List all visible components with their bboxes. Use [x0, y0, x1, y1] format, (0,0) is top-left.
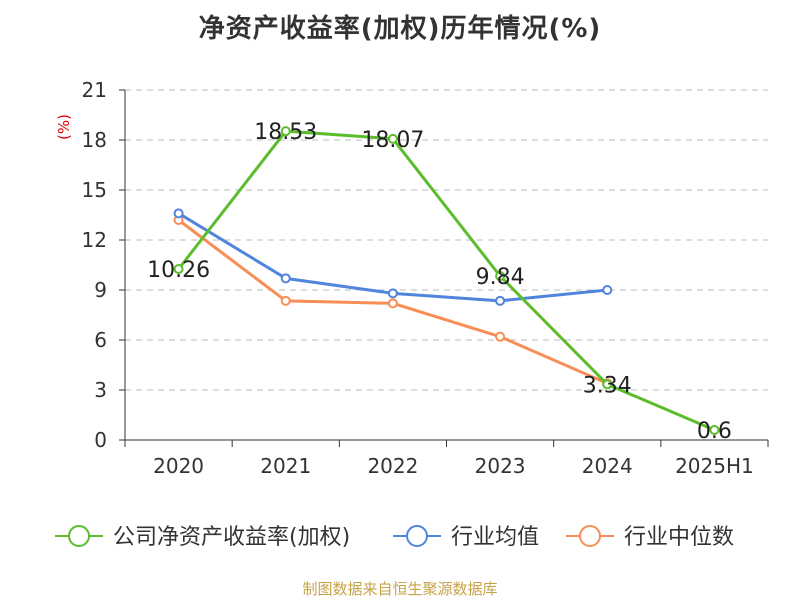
- data-point-avg: [387, 288, 398, 299]
- series-line-avg: [177, 212, 608, 303]
- legend-marker: [68, 525, 90, 547]
- data-source-note: 制图数据来自恒生聚源数据库: [302, 580, 498, 598]
- axes: 0 3 6 9 12 15 18 21 (%) 2020 2021 2022 2023 2024 2025H…: [55, 78, 769, 478]
- data-point-company: [280, 126, 291, 137]
- data-point-avg: [280, 273, 291, 284]
- x-tick-label: 2022: [367, 454, 418, 478]
- data-point-median: [495, 331, 506, 342]
- series-lines: [173, 126, 720, 435]
- legend-label: 行业均值: [451, 525, 539, 550]
- data-point-company: [173, 264, 184, 274]
- x-tick-label: 2023: [475, 454, 526, 478]
- y-tick-label: 0: [94, 428, 107, 452]
- legend-label: 行业中位数: [624, 525, 734, 550]
- legend-item-company[interactable]: 公司净资产收益率(加权): [55, 525, 350, 550]
- legend-item-median[interactable]: 行业中位数: [566, 525, 734, 550]
- data-point-company: [495, 271, 506, 281]
- data-point-avg: [173, 208, 184, 219]
- data-point-median: [387, 298, 398, 309]
- legend-label: 公司净资产收益率(加权): [113, 525, 350, 550]
- legend-marker: [579, 525, 601, 547]
- data-point-company: [387, 133, 398, 144]
- chart-title: 净资产收益率(加权)历年情况(%): [198, 14, 602, 44]
- y-tick-label: 3: [94, 378, 107, 402]
- data-label: 0.6: [697, 419, 732, 444]
- legend[interactable]: 公司净资产收益率(加权) 行业均值 行业中位数: [55, 525, 734, 550]
- y-tick-label: 21: [82, 78, 107, 102]
- y-tick-label: 9: [94, 278, 107, 302]
- data-label: 9.84: [476, 265, 525, 290]
- series-line-company: [177, 129, 716, 432]
- legend-marker: [406, 525, 428, 547]
- data-labels: 10.26 18.53 18.07 9.84 3.34 0.6: [147, 120, 732, 444]
- data-point-median: [280, 295, 291, 306]
- y-axis-label: (%): [55, 114, 73, 140]
- x-tick-label: 2024: [582, 454, 633, 478]
- y-tick-label: 15: [82, 178, 107, 202]
- x-tick-label: 2020: [153, 454, 204, 478]
- data-point-company: [709, 425, 720, 435]
- data-label: 18.53: [254, 120, 317, 145]
- data-label: 18.07: [361, 128, 424, 153]
- x-tick-label: 2021: [260, 454, 311, 478]
- x-tick-label: 2025H1: [675, 454, 754, 478]
- data-point-avg: [602, 285, 613, 295]
- data-point-avg: [495, 295, 506, 306]
- y-tick-label: 6: [94, 328, 107, 352]
- y-tick-label: 12: [82, 228, 107, 252]
- y-tick-label: 18: [82, 128, 107, 152]
- gridlines: [125, 89, 768, 391]
- data-label: 3.34: [583, 373, 632, 398]
- data-point-company: [602, 379, 613, 390]
- legend-item-avg[interactable]: 行业均值: [393, 525, 539, 550]
- data-label: 10.26: [147, 258, 210, 283]
